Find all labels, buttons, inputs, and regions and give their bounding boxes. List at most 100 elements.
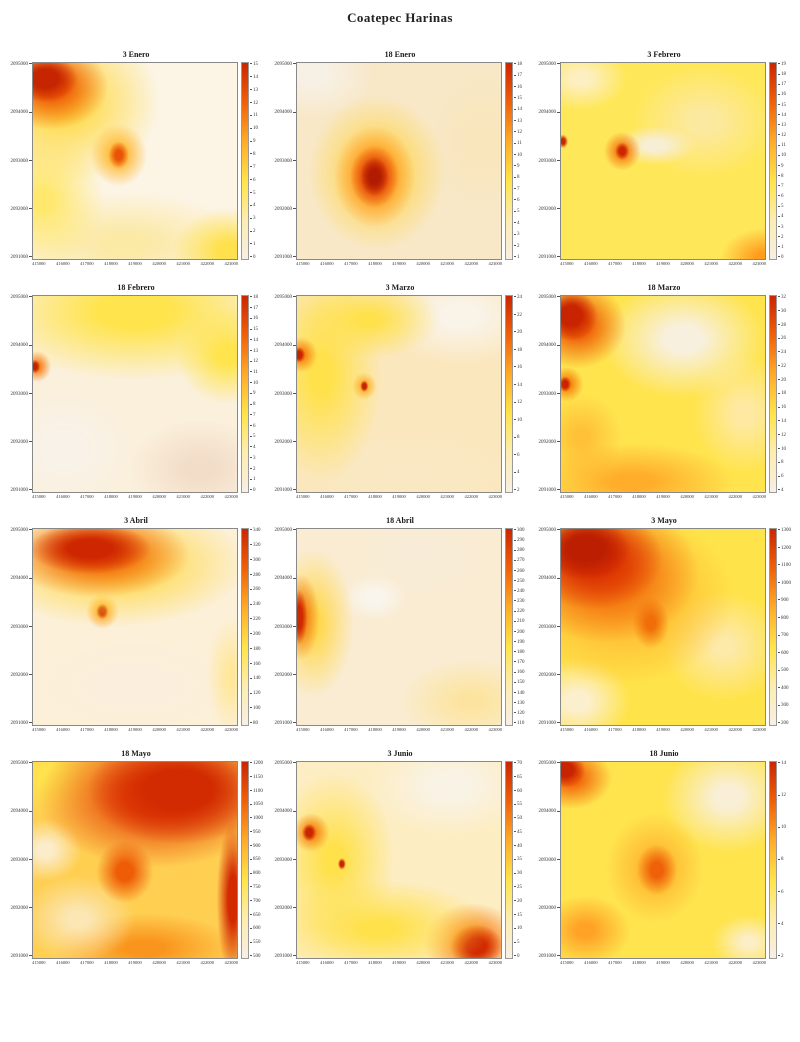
colorbar-tick-label: 150: [514, 680, 530, 685]
x-tick-label: 421000: [176, 960, 190, 965]
colorbar-tick-label: 260: [514, 569, 530, 574]
y-tick-label: 2095000: [539, 761, 561, 766]
colorbar-tick-label: 650: [250, 913, 266, 918]
colorbar-tick-label: 260: [250, 587, 266, 592]
y-tick-label: 2092000: [11, 673, 33, 678]
colorbar-tick-label: 1: [250, 477, 266, 482]
x-tick-label: 420000: [416, 727, 430, 732]
heatmap: [32, 761, 238, 959]
colorbar-tick-label: 8: [250, 402, 266, 407]
colorbar-tick-label: 1: [250, 242, 266, 247]
colorbar-tick-label: 320: [250, 543, 266, 548]
colorbar-tick-label: 600: [250, 926, 266, 931]
colorbar-tick-label: 9: [514, 164, 530, 169]
colorbar-gradient: [769, 761, 777, 959]
colorbar-tick-label: 6: [778, 890, 794, 895]
colorbar-tick-label: 2: [250, 229, 266, 234]
heatmap: [560, 62, 766, 260]
x-tick-label: 420000: [680, 727, 694, 732]
colorbar-tick-label: 160: [514, 670, 530, 675]
colorbar-tick-label: 8: [250, 152, 266, 157]
x-tick-label: 420000: [680, 261, 694, 266]
colorbar-tick-label: 28: [778, 323, 794, 328]
x-tick-label: 422000: [728, 960, 742, 965]
x-tick-label: 415000: [560, 960, 574, 965]
colorbar-tick-label: 100: [250, 706, 266, 711]
page-title: Coatepec Harinas: [347, 10, 453, 25]
heatmap: [32, 528, 238, 726]
y-tick-label: 2091000: [11, 488, 33, 493]
x-axis: 415000 416000 417000 418000 419000 420000 4210…: [560, 494, 766, 500]
colorbar-tick-label: 20: [514, 330, 530, 335]
x-tick-label: 422000: [464, 261, 478, 266]
y-tick-label: 2091000: [11, 255, 33, 260]
colorbar-tick-label: 4: [514, 470, 530, 475]
colorbar-tick-label: 6: [250, 178, 266, 183]
colorbar-tick-label: 190: [514, 640, 530, 645]
y-tick-label: 2095000: [539, 528, 561, 533]
colorbar-tick-label: 11: [778, 143, 794, 148]
colorbar-tick-label: 30: [514, 871, 530, 876]
x-tick-label: 422000: [464, 494, 478, 499]
colorbar-tick-label: 11: [250, 370, 266, 375]
colorbar-tick-label: 550: [250, 940, 266, 945]
colorbar-tick-label: 16: [514, 365, 530, 370]
colorbar-tick-label: 120: [250, 691, 266, 696]
colorbar-ticks: 15 14 13 12 11 10 9 8 7 6 5 4 3 2 1 0: [250, 62, 266, 260]
y-tick-label: 2095000: [11, 761, 33, 766]
y-tick-label: 2092000: [539, 906, 561, 911]
colorbar-tick-label: 5: [514, 940, 530, 945]
colorbar-tick-label: 8: [778, 460, 794, 465]
x-tick-label: 422000: [200, 494, 214, 499]
y-tick-label: 2091000: [275, 488, 297, 493]
colorbar-tick-label: 130: [514, 701, 530, 706]
colorbar-tick-label: 13: [514, 119, 530, 124]
colorbar: 1200 1150 1100 1050 1000 950 900 850 800 750 700 65…: [241, 761, 266, 959]
colorbar-tick-label: 80: [250, 721, 266, 726]
x-tick-label: 421000: [704, 261, 718, 266]
y-tick-label: 2091000: [11, 954, 33, 959]
colorbar-tick-label: 0: [514, 954, 530, 959]
x-tick-label: 423000: [224, 727, 239, 732]
y-tick-label: 2094000: [11, 576, 33, 581]
subplot: 3 Enero 2095000 2094000 2093000 2092000 2091…: [6, 50, 266, 267]
x-tick-label: 420000: [152, 727, 166, 732]
colorbar-tick-label: 8: [514, 175, 530, 180]
colorbar-tick-label: 1050: [250, 802, 266, 807]
x-tick-label: 423000: [752, 960, 767, 965]
colorbar-tick-label: 12: [514, 400, 530, 405]
x-axis: 415000 416000 417000 418000 419000 420000 4210…: [32, 261, 238, 267]
x-tick-label: 418000: [632, 494, 646, 499]
colorbar-tick-label: 6: [778, 194, 794, 199]
colorbar-tick-label: 8: [514, 435, 530, 440]
x-tick-label: 419000: [656, 727, 670, 732]
colorbar-tick-label: 2: [514, 244, 530, 249]
colorbar-ticks: 24 22 20 18 16 14 12 10 8 6 4 2: [514, 295, 530, 493]
colorbar-tick-label: 10: [778, 153, 794, 158]
x-tick-label: 421000: [704, 960, 718, 965]
colorbar-tick-label: 18: [514, 62, 530, 67]
colorbar-tick-label: 180: [514, 650, 530, 655]
x-tick-label: 416000: [584, 727, 598, 732]
x-tick-label: 416000: [56, 727, 70, 732]
y-tick-label: 2093000: [11, 392, 33, 397]
subplot: 18 Febrero 2095000 2094000 2093000 2092000 2…: [6, 283, 266, 500]
x-tick-label: 420000: [680, 494, 694, 499]
colorbar-tick-label: 280: [514, 548, 530, 553]
x-tick-label: 421000: [176, 494, 190, 499]
colorbar-tick-label: 700: [250, 899, 266, 904]
y-tick-label: 2093000: [11, 159, 33, 164]
colorbar-gradient: [505, 528, 513, 726]
x-axis: 415000 416000 417000 418000 419000 420000 4210…: [296, 494, 502, 500]
x-tick-label: 417000: [80, 960, 94, 965]
subplot-title: 18 Junio: [649, 749, 679, 758]
x-tick-label: 419000: [392, 960, 406, 965]
colorbar-tick-label: 65: [514, 775, 530, 780]
colorbar-ticks: 340 320 300 280 260 240 220 200 180 160 140 120 100 8…: [250, 528, 266, 726]
colorbar-gradient: [241, 528, 249, 726]
colorbar-tick-label: 22: [514, 313, 530, 318]
colorbar-tick-label: 9: [250, 139, 266, 144]
colorbar-tick-label: 6: [778, 474, 794, 479]
colorbar-tick-label: 16: [514, 85, 530, 90]
colorbar-tick-label: 30: [778, 309, 794, 314]
